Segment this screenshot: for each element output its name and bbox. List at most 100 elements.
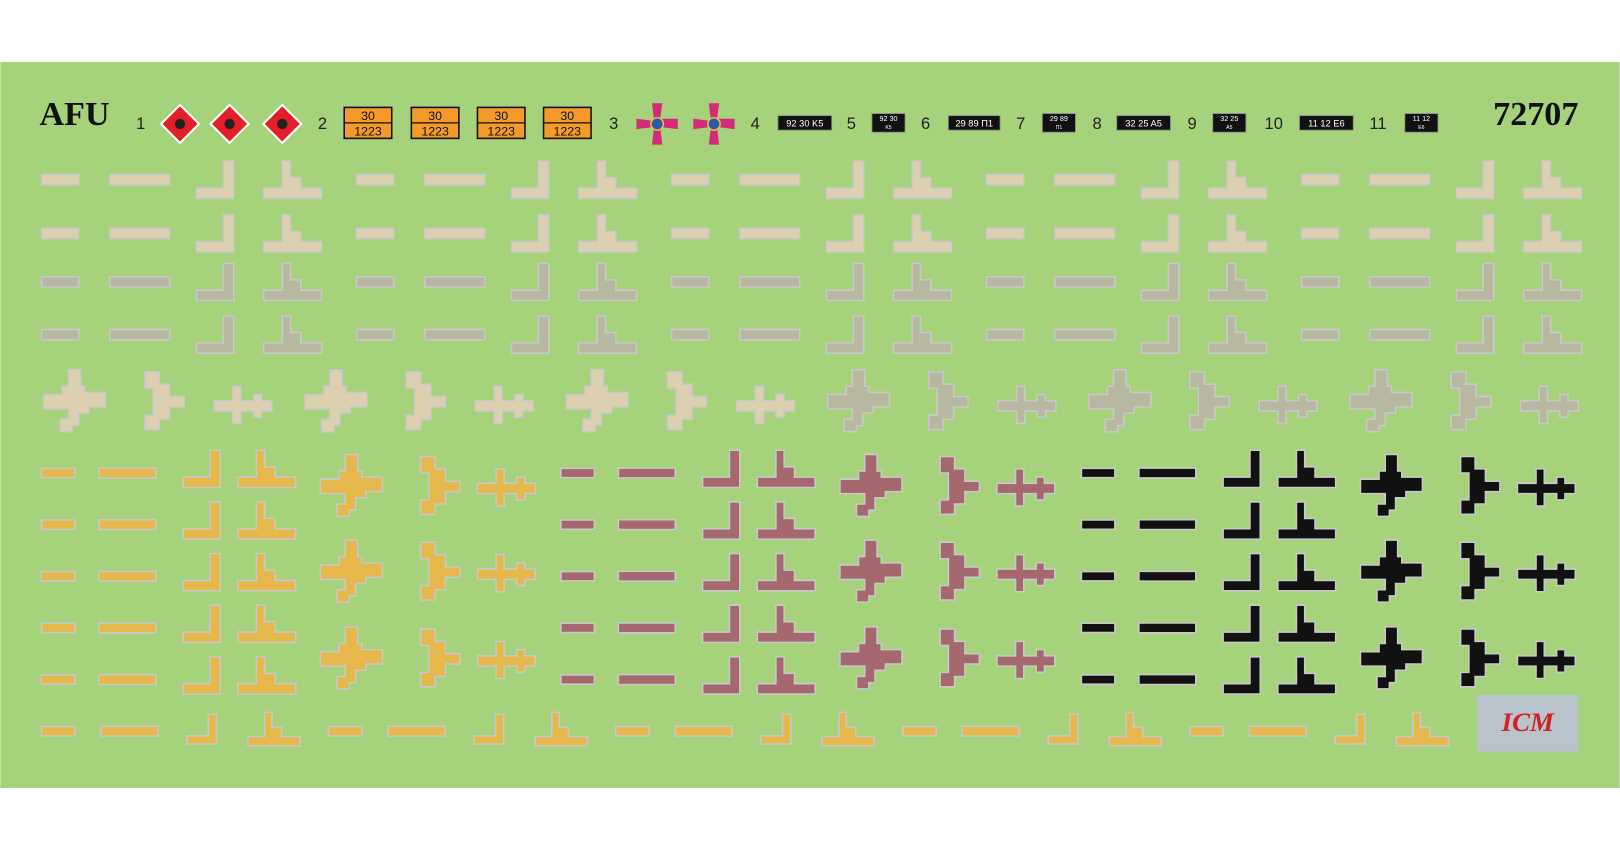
- marking-short: [1080, 622, 1116, 634]
- marking-L: [1455, 160, 1495, 200]
- item-number: 9: [1188, 114, 1197, 133]
- flame-icon: [174, 118, 186, 130]
- marking-T: [756, 656, 816, 695]
- plate-bottom: E6: [1418, 125, 1424, 131]
- number-plate: 11 12 E6: [1404, 113, 1439, 133]
- marking-cross: [839, 453, 903, 518]
- plate: [1212, 113, 1247, 133]
- marking-arrow: [939, 541, 981, 601]
- marking-T: [892, 160, 953, 200]
- marking-short: [670, 328, 710, 341]
- marking-short: [985, 276, 1025, 288]
- marking-long: [1368, 328, 1431, 341]
- marking-T: [1277, 552, 1337, 592]
- marking-L: [1222, 552, 1262, 592]
- marking-L: [701, 449, 741, 489]
- marking-short: [355, 227, 395, 240]
- plate: [1404, 113, 1439, 133]
- marking-short: [40, 276, 80, 288]
- marking-T: [262, 262, 323, 302]
- marking-L: [510, 214, 550, 253]
- marking-T: [892, 262, 953, 302]
- marking-long: [738, 276, 801, 288]
- marking-arrow: [666, 371, 708, 431]
- plate-top: 30: [560, 109, 574, 123]
- marking-T: [1277, 656, 1337, 695]
- marking-cross: [1359, 626, 1424, 690]
- marking-cross: [42, 368, 107, 433]
- marking-short: [985, 227, 1025, 240]
- marking-T: [1522, 214, 1583, 253]
- plate-top: 92 30: [879, 114, 897, 123]
- plate-bottom: 1223: [554, 124, 582, 138]
- marking-T: [1207, 262, 1268, 302]
- marking-long: [1368, 276, 1431, 288]
- marking-L: [1222, 501, 1262, 540]
- item-number: 7: [1016, 114, 1025, 133]
- marking-long: [98, 518, 157, 531]
- marking-small: [1519, 385, 1580, 425]
- marking-small: [1516, 553, 1577, 593]
- marking-long: [1138, 622, 1197, 634]
- marking-arrow: [419, 541, 461, 601]
- hazard-diamond: [261, 103, 303, 145]
- marking-T: [756, 552, 816, 592]
- marking-L: [195, 315, 235, 354]
- marking-T: [1522, 160, 1583, 200]
- item-number: 3: [609, 114, 618, 133]
- marking-small: [735, 385, 796, 425]
- plate-bottom: 1223: [487, 124, 515, 138]
- marking-arrow: [1459, 628, 1501, 688]
- marking-T: [892, 214, 953, 253]
- marking-arrow: [419, 628, 461, 688]
- plate-bottom: 1223: [421, 124, 449, 138]
- marking-arrow: [1189, 371, 1231, 431]
- marking-long: [1053, 227, 1116, 240]
- marking-T: [237, 449, 297, 489]
- marking-short: [327, 725, 363, 737]
- marking-short: [40, 570, 76, 582]
- marking-short: [1300, 173, 1340, 186]
- marking-short: [1300, 227, 1340, 240]
- marking-T: [821, 711, 876, 747]
- marking-L: [1222, 656, 1262, 695]
- marking-long: [1138, 467, 1197, 479]
- marking-L: [182, 604, 222, 644]
- marking-T: [756, 501, 816, 540]
- number-plate: 11 12 E6: [1299, 115, 1354, 131]
- plate-text: 29 89 П1: [955, 119, 993, 129]
- marking-cross: [304, 368, 368, 433]
- marking-T: [1522, 315, 1583, 354]
- marking-T: [577, 262, 638, 302]
- marking-T: [237, 501, 297, 540]
- marking-arrow: [1450, 371, 1492, 431]
- item-number: 2: [318, 114, 327, 133]
- plate: [1116, 115, 1171, 131]
- logo: ICM: [1477, 695, 1579, 752]
- marking-L: [825, 214, 865, 253]
- marking-long: [424, 227, 486, 240]
- marking-short: [40, 725, 76, 737]
- marking-arrow: [1459, 455, 1501, 516]
- plate-text: 11 12 E6: [1308, 119, 1344, 129]
- marking-L: [182, 656, 222, 695]
- marking-arrow: [1459, 541, 1501, 601]
- marking-short: [40, 674, 76, 685]
- marking-arrow: [405, 371, 447, 431]
- marking-small: [213, 385, 273, 425]
- marking-long: [617, 570, 677, 582]
- marking-L: [473, 713, 505, 745]
- marking-short: [560, 467, 596, 479]
- marking-T: [577, 160, 638, 200]
- plate-text: 32 25 A5: [1125, 119, 1162, 129]
- marking-T: [1207, 214, 1268, 253]
- marking-short: [40, 622, 76, 634]
- marking-L: [195, 214, 235, 253]
- marking-cross: [1359, 539, 1424, 603]
- marking-L: [510, 315, 550, 354]
- marking-L: [1222, 449, 1262, 489]
- roundel: [706, 116, 721, 131]
